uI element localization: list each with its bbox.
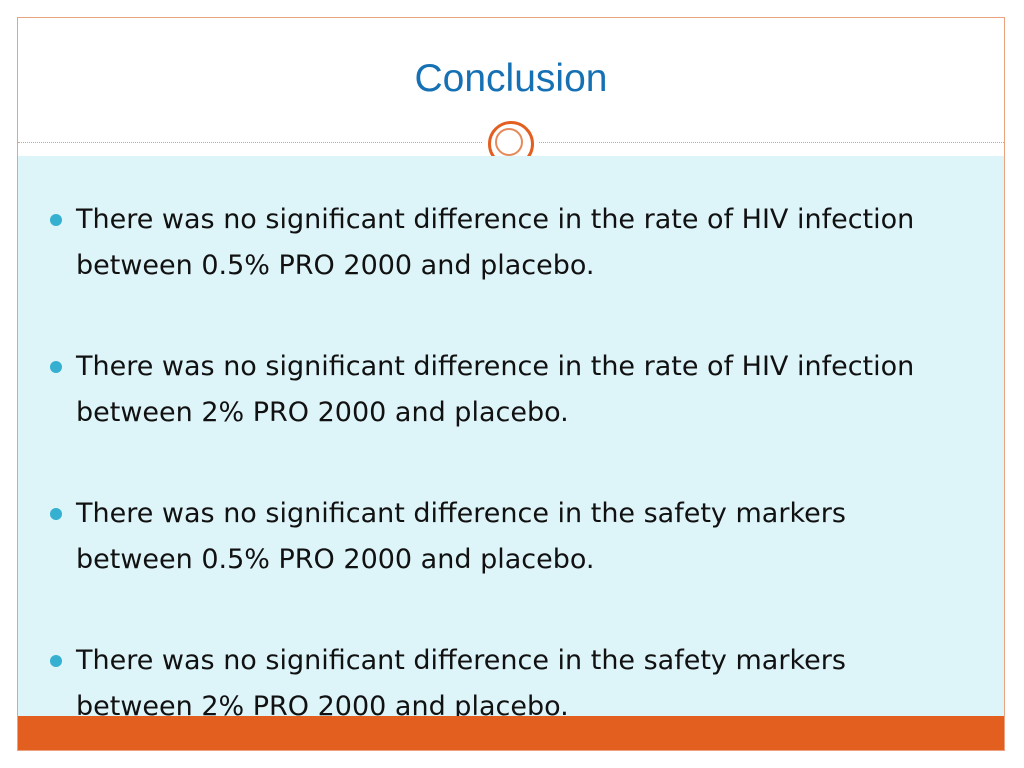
bullet-text: There was no significant difference in t… [76, 204, 915, 281]
slide-title: Conclusion [414, 57, 608, 100]
separator-inner-circle [495, 128, 523, 156]
bullet-item-2: There was no significant difference in t… [50, 344, 950, 436]
bottom-accent-bar [18, 716, 1004, 750]
bullet-dot-icon [50, 508, 62, 520]
bullet-dot-icon [50, 361, 62, 373]
content-area: There was no significant difference in t… [18, 156, 1004, 722]
bullet-item-3: There was no significant difference in t… [50, 491, 950, 583]
bullet-text: There was no significant difference in t… [76, 351, 915, 428]
bullet-item-1: There was no significant difference in t… [50, 197, 950, 289]
bullet-text: There was no significant difference in t… [76, 498, 846, 575]
bullet-dot-icon [50, 214, 62, 226]
bullet-dot-icon [50, 655, 62, 667]
slide: Conclusion There was no significant diff… [17, 17, 1005, 751]
